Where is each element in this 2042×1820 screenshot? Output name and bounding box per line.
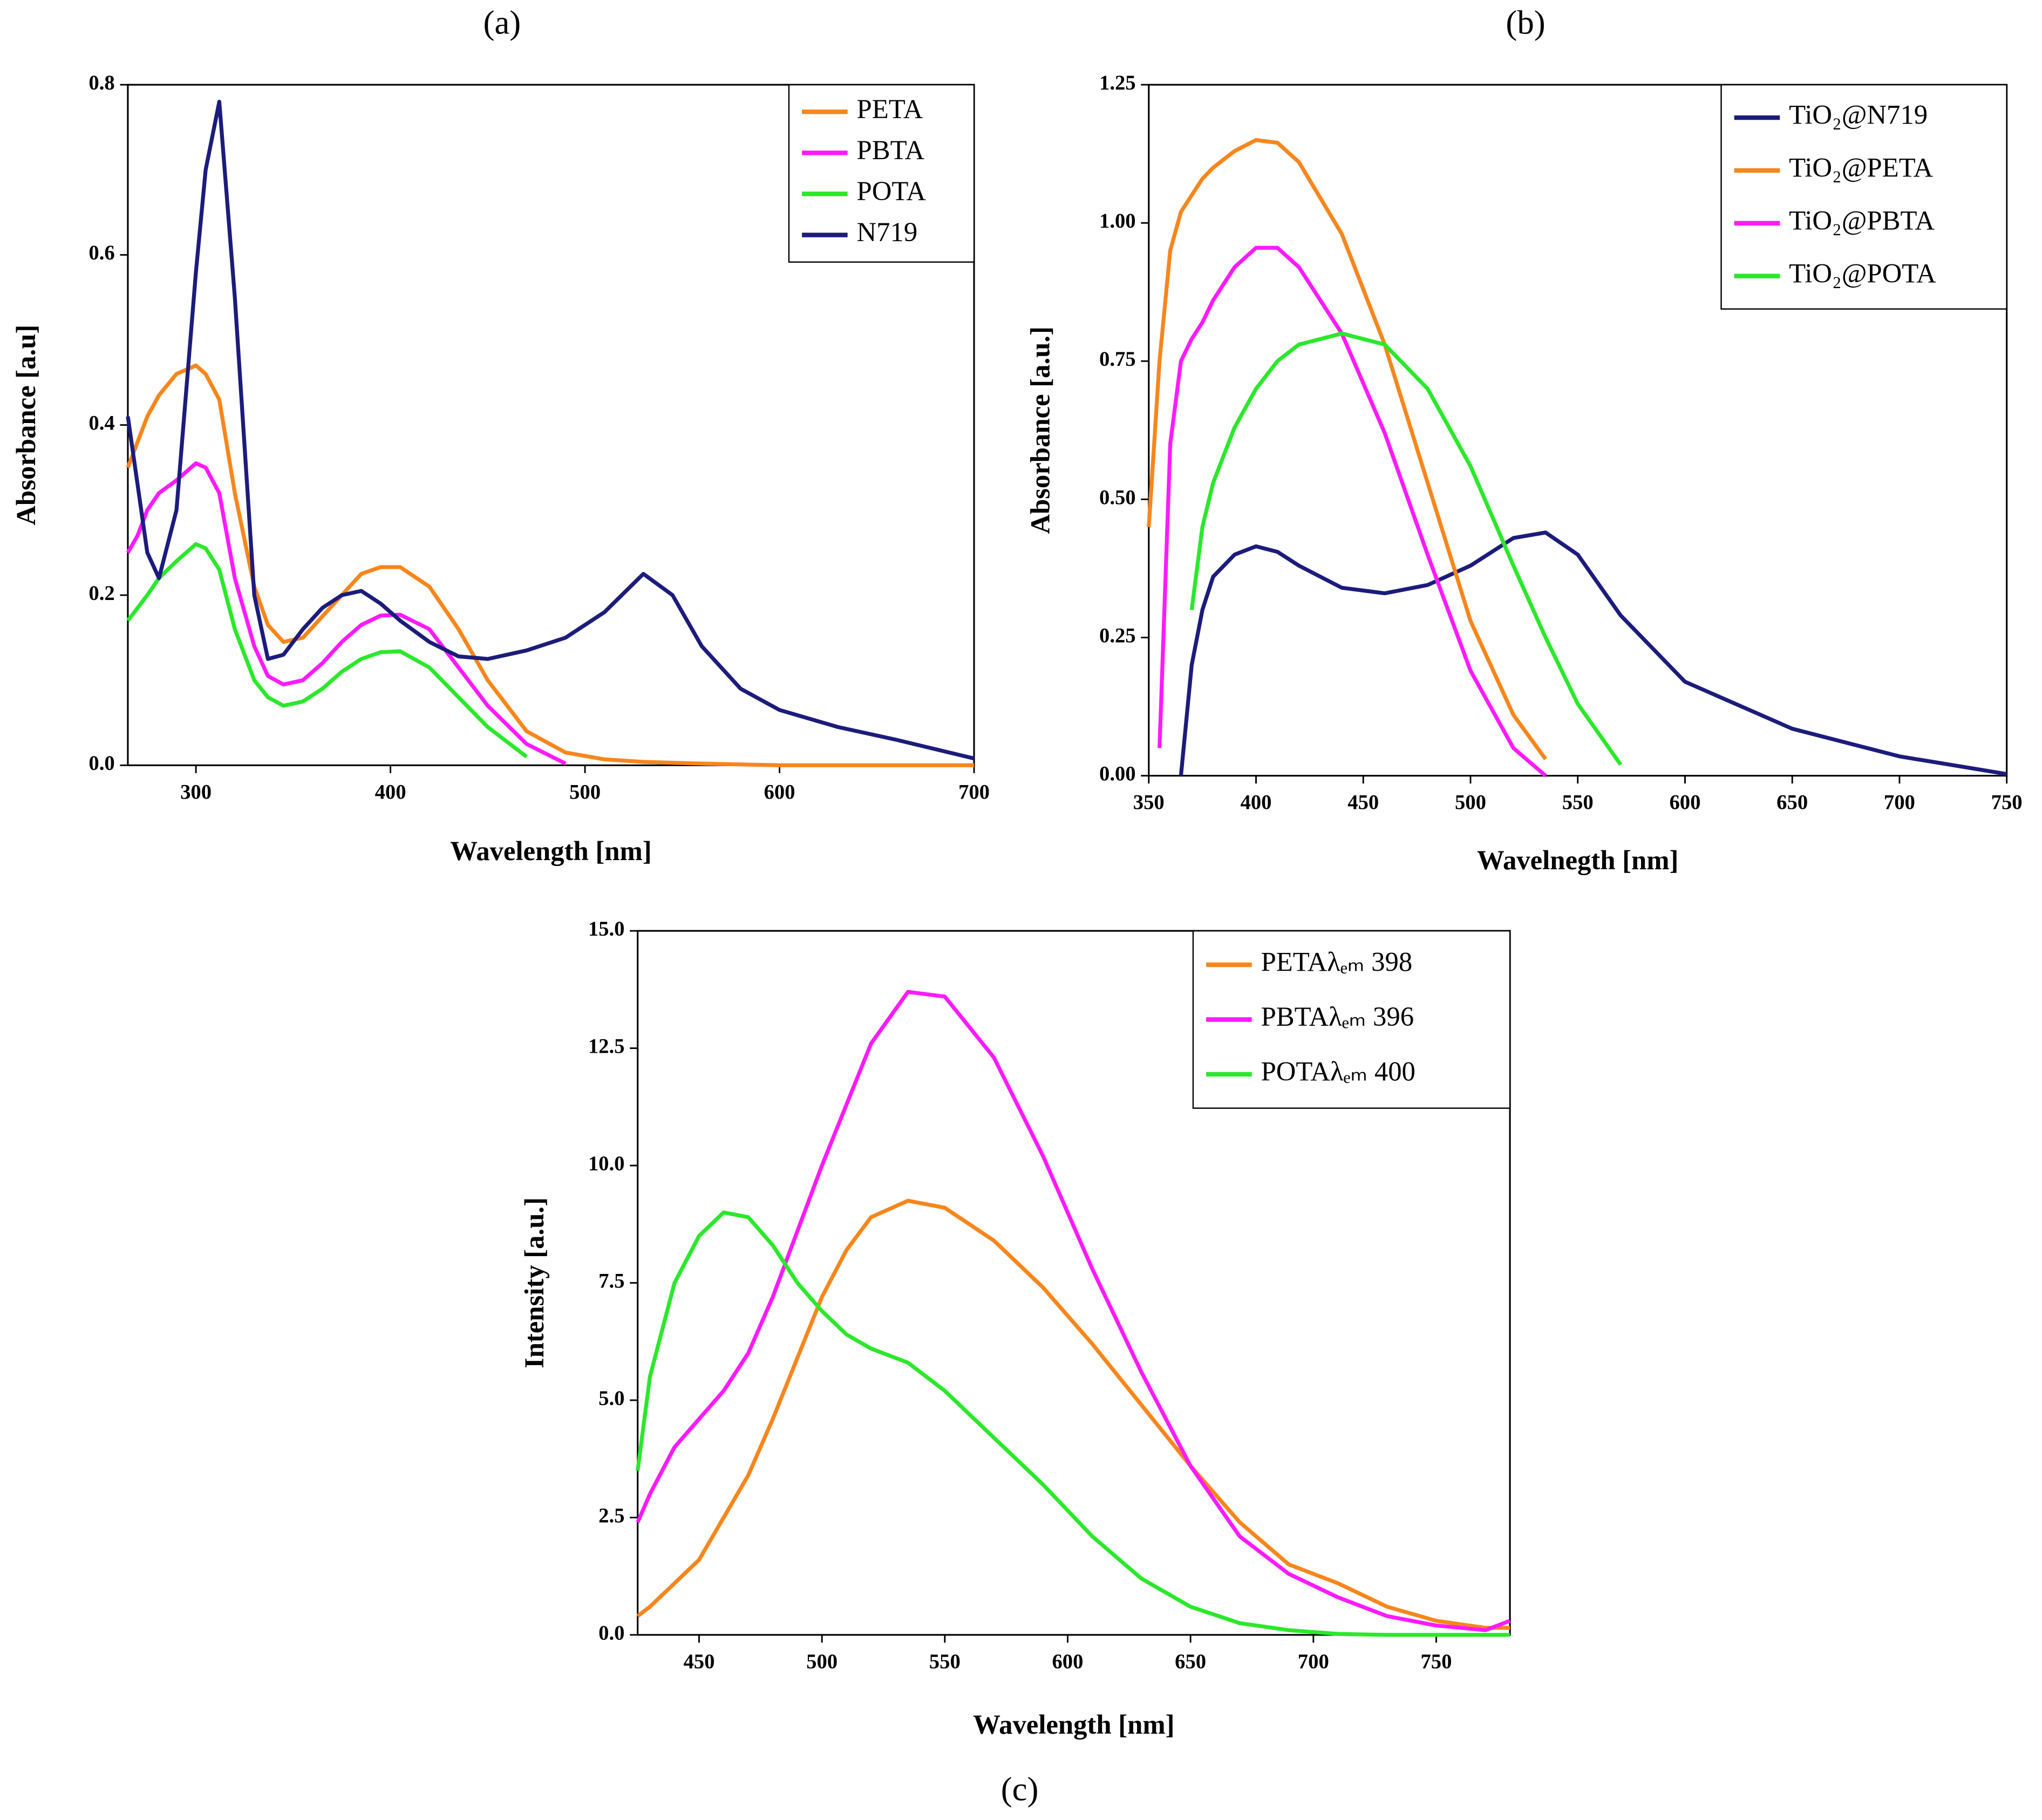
chart-title: (c)	[1001, 1770, 1039, 1808]
legend-label: POTAλₑₘ 400	[1261, 1056, 1415, 1087]
x-tick-label: 700	[1298, 1651, 1329, 1673]
data-line	[126, 542, 528, 759]
y-tick-label: 0.2	[89, 582, 114, 605]
x-tick-label: 550	[1562, 792, 1594, 814]
data-line	[636, 1198, 1510, 1630]
y-tick-label: 7.5	[598, 1270, 624, 1292]
legend-label: N719	[857, 217, 918, 247]
y-tick-label: 0.0	[598, 1622, 624, 1645]
y-tick-label: 10.0	[588, 1153, 625, 1175]
data-line	[126, 363, 975, 767]
legend-box	[788, 84, 975, 263]
chart-panel: (c) Wavelength [nm] Intensity [a.u.] 450 500…	[519, 918, 1511, 1808]
legend-label: TiO₂@POTA	[1789, 258, 1936, 288]
chart-title: (b)	[1506, 4, 1545, 42]
x-tick-label: 550	[929, 1651, 961, 1673]
data-line	[1158, 246, 1547, 778]
chart-panel: (a) Wavelength [nm] Absorbance [a.u] 300 400…	[11, 4, 990, 866]
x-tick-label: 750	[1420, 1651, 1452, 1673]
x-tick-label: 450	[683, 1651, 714, 1673]
y-axis-label: Absorbance [a.u]	[11, 325, 41, 526]
x-tick-label: 300	[180, 781, 212, 803]
legend-label: TiO₂@PBTA	[1789, 205, 1935, 235]
legend-label: PBTAλₑₘ 396	[1261, 1001, 1414, 1032]
x-tick-label: 700	[1884, 792, 1915, 814]
x-tick-label: 400	[375, 781, 406, 803]
x-axis-label: Wavelnegth [nm]	[1477, 845, 1678, 875]
y-tick-label: 0.25	[1099, 624, 1136, 647]
y-axis-label: Intensity [a.u.]	[519, 1197, 549, 1368]
x-tick-label: 500	[569, 781, 601, 803]
x-tick-label: 600	[1052, 1651, 1083, 1673]
y-axis-label: Absorbance [a.u.]	[1025, 326, 1056, 534]
y-tick-label: 0.8	[89, 72, 114, 94]
x-tick-label: 700	[958, 781, 990, 803]
y-tick-label: 0.4	[89, 412, 114, 435]
x-tick-label: 350	[1133, 792, 1165, 814]
chart-title: (a)	[483, 4, 521, 42]
x-tick-label: 750	[1991, 792, 2023, 814]
y-tick-label: 0.75	[1099, 348, 1136, 371]
data-line	[126, 461, 567, 766]
legend-box	[1720, 84, 2007, 310]
y-tick-label: 0.6	[89, 242, 114, 264]
x-axis-label: Wavelength [nm]	[450, 836, 651, 866]
data-line	[1189, 331, 1623, 766]
y-tick-label: 0.00	[1099, 763, 1136, 786]
x-tick-label: 500	[806, 1651, 838, 1673]
x-tick-label: 500	[1455, 792, 1486, 814]
data-line	[126, 99, 975, 761]
data-line	[1179, 530, 2007, 776]
data-line	[1147, 138, 1548, 761]
y-tick-label: 12.5	[588, 1035, 625, 1058]
y-tick-label: 15.0	[588, 918, 625, 940]
legend-label: TiO₂@PETA	[1789, 153, 1933, 183]
x-tick-label: 600	[764, 781, 795, 803]
x-tick-label: 600	[1669, 792, 1700, 814]
y-tick-label: 5.0	[598, 1387, 624, 1410]
y-tick-label: 2.5	[598, 1504, 624, 1527]
x-tick-label: 650	[1776, 792, 1808, 814]
y-tick-label: 1.25	[1099, 72, 1136, 94]
legend-label: PBTA	[857, 135, 925, 165]
legend-label: PETA	[857, 94, 923, 124]
y-tick-label: 0.50	[1099, 486, 1136, 509]
x-tick-label: 650	[1175, 1651, 1206, 1673]
data-line	[636, 1210, 1510, 1637]
x-tick-label: 450	[1347, 792, 1379, 814]
y-tick-label: 0.0	[89, 752, 114, 775]
x-axis-label: Wavelength [nm]	[973, 1709, 1174, 1740]
y-tick-label: 1.00	[1099, 210, 1136, 233]
data-line	[636, 990, 1511, 1632]
legend-label: POTA	[857, 176, 927, 206]
x-tick-label: 400	[1241, 792, 1272, 814]
chart-panel: (b) Wavelnegth [nm] Absorbance [a.u.] 350 40…	[1025, 4, 2023, 875]
legend-label: PETAλₑₘ 398	[1261, 947, 1413, 977]
legend-label: TiO₂@N719	[1789, 100, 1928, 130]
